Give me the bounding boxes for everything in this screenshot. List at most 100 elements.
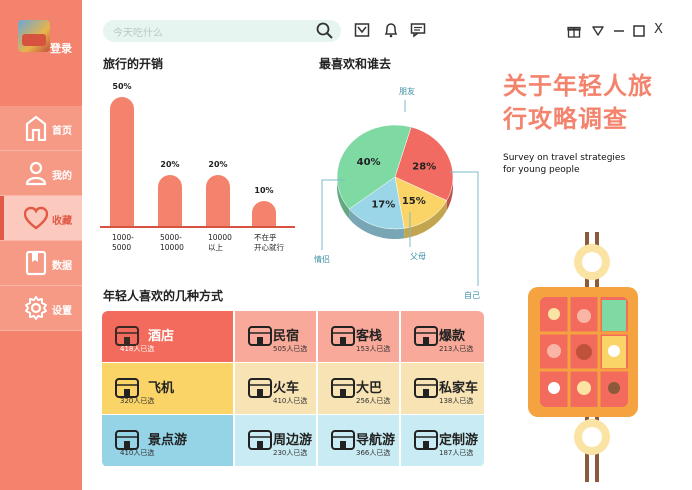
book-icon (414, 430, 438, 450)
sidebar-item-label: 数据 (52, 261, 72, 272)
pie-slice-label: 15% (402, 196, 426, 207)
travel-mode-cell[interactable]: 定制游 187人已选 (401, 415, 484, 466)
search-bar[interactable]: 今天吃什么 (103, 20, 341, 42)
travel-mode-name: 酒店 (148, 329, 175, 344)
travel-mode-count: 138人已选 (439, 397, 474, 405)
travel-mode-cell[interactable]: 客栈 153人已选 (318, 311, 399, 362)
travel-mode-count: 256人已选 (356, 397, 391, 405)
travel-mode-cell[interactable]: 私家车 138人已选 (401, 363, 484, 414)
pie-slice-side (349, 208, 405, 239)
travel-mode-count: 418人已选 (120, 345, 155, 353)
login-link[interactable]: 登录 (50, 42, 72, 55)
gear-icon (25, 296, 47, 320)
sidebar-item-label: 首页 (52, 126, 72, 137)
avatar[interactable] (18, 20, 50, 52)
subtitle-line-2: for young people (503, 165, 580, 175)
bar-value-label: 20% (208, 160, 227, 169)
bar-category-label: 5000- (160, 233, 182, 242)
inbox-icon[interactable] (354, 22, 370, 38)
pie-leader-line (450, 171, 479, 286)
maximize-icon[interactable] (632, 24, 646, 38)
travel-mode-count: 366人已选 (356, 449, 391, 457)
travel-mode-count: 320人已选 (120, 397, 155, 405)
travel-mode-cell[interactable]: 酒店 418人已选 (102, 311, 233, 362)
search-input[interactable]: 今天吃什么 (113, 28, 163, 39)
close-icon[interactable]: X (654, 22, 663, 37)
bar-category-label: 以上 (208, 243, 223, 252)
gift-icon[interactable] (567, 24, 581, 38)
travel-mode-count: 505人已选 (273, 345, 308, 353)
bell-icon[interactable] (383, 22, 399, 38)
map-icon (248, 430, 272, 450)
travel-mode-grid: 酒店 418人已选 民宿 505人已选 客栈 153人已选 爆款 213人已选 飞机 320人已选… (102, 311, 484, 467)
headline-line-2: 行攻略调查 (503, 105, 628, 133)
bar-category-label: 10000 (160, 243, 184, 252)
message-icon[interactable] (410, 22, 426, 38)
travel-mode-name: 景点游 (148, 433, 188, 448)
travel-mode-cell[interactable]: 民宿 505人已选 (235, 311, 316, 362)
travel-mode-name: 私家车 (439, 381, 479, 396)
plane-icon (115, 378, 139, 398)
sidebar-item-home[interactable]: 首页 (0, 106, 82, 150)
car-icon (414, 378, 438, 398)
travel-mode-count: 213人已选 (439, 345, 474, 353)
travel-mode-name: 爆款 (439, 329, 466, 344)
bar (110, 97, 134, 227)
travel-mode-count: 230人已选 (273, 449, 308, 457)
travel-mode-count: 153人已选 (356, 345, 391, 353)
travel-mode-cell[interactable]: 飞机 320人已选 (102, 363, 233, 414)
sidebar-item-label: 我的 (52, 171, 72, 182)
travel-mode-name: 民宿 (273, 329, 300, 344)
expense-bar-chart: 50%1000-500020%5000-1000020%10000以上10%不在… (100, 82, 295, 252)
heart-icon (24, 206, 48, 230)
travel-mode-cell[interactable]: 大巴 256人已选 (318, 363, 399, 414)
bar-value-label: 20% (160, 160, 179, 169)
data-icon (25, 250, 47, 276)
pie-slice (336, 124, 412, 210)
bar-value-label: 50% (112, 82, 131, 91)
travel-mode-name: 火车 (273, 381, 300, 396)
grid-title: 年轻人喜欢的几种方式 (103, 289, 224, 303)
bar (158, 175, 182, 227)
search-icon[interactable] (315, 21, 335, 41)
headline-subtitle: Survey on travel strategies for young pe… (503, 152, 673, 176)
travel-mode-cell[interactable]: 爆款 213人已选 (401, 311, 484, 362)
pie-legend-label: 自己 (464, 290, 480, 300)
travel-mode-name: 飞机 (148, 381, 175, 396)
travel-mode-cell[interactable]: 导航游 366人已选 (318, 415, 399, 466)
travel-mode-cell[interactable]: 周边游 230人已选 (235, 415, 316, 466)
bar-category-label: 不在乎 (254, 232, 277, 242)
pie-slice (394, 176, 448, 229)
pie-slice (348, 176, 405, 230)
bus-icon (331, 378, 355, 398)
hotpot-illustration (528, 232, 638, 482)
travel-mode-name: 定制游 (439, 433, 479, 448)
pie-slice (394, 126, 454, 201)
sidebar-item-label: 设置 (52, 306, 72, 317)
bar-category-label: 10000 (208, 233, 232, 242)
bar-value-label: 10% (254, 186, 273, 195)
sidebar-item-settings[interactable]: 设置 (0, 286, 82, 330)
travel-mode-cell[interactable]: 景点游 410人已选 (102, 415, 233, 466)
sidebar: 登录 首页 我的 收藏 数据 设置 (0, 0, 82, 490)
sidebar-item-label: 收藏 (52, 216, 72, 227)
headline: 关于年轻人旅 行攻略调查 (503, 70, 683, 136)
travel-mode-count: 410人已选 (120, 449, 155, 457)
pie-slice-label: 17% (371, 200, 395, 211)
travel-mode-cell[interactable]: 火车 410人已选 (235, 363, 316, 414)
hotel-icon (115, 326, 139, 346)
sidebar-item-data[interactable]: 数据 (0, 241, 82, 285)
pie-slice-label: 40% (357, 157, 381, 168)
travel-mode-name: 客栈 (356, 329, 383, 344)
pie-slice-label: 28% (412, 162, 436, 173)
bar-category-label: 1000- (112, 233, 134, 242)
dropdown-icon[interactable] (591, 24, 605, 38)
minimize-icon[interactable] (612, 24, 626, 38)
sidebar-item-favorites[interactable]: 收藏 (0, 196, 82, 240)
bar-category-label: 5000 (112, 243, 131, 252)
sidebar-item-mine[interactable]: 我的 (0, 151, 82, 195)
bar-category-label: 开心就行 (254, 242, 284, 252)
homestay-icon (248, 326, 272, 346)
bar (252, 201, 276, 227)
